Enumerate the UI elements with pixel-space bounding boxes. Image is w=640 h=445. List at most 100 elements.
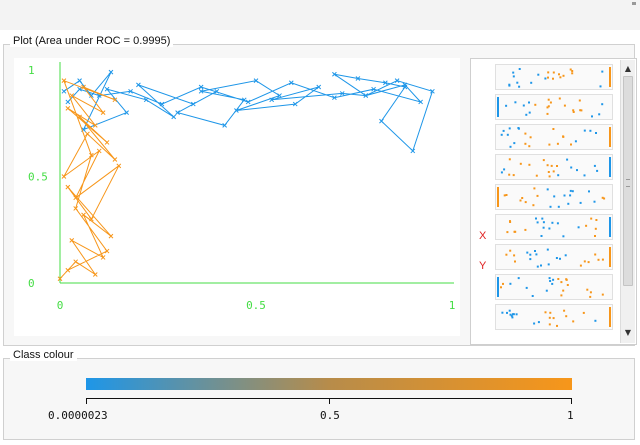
scroll-down-icon[interactable]: ▼	[624, 328, 632, 337]
matrix-thumb-4[interactable]	[495, 154, 613, 180]
thumb-dot	[569, 189, 572, 192]
thumb-dot	[593, 164, 596, 167]
roc-point-marker	[175, 110, 180, 115]
roc-series-line-1	[63, 71, 434, 152]
matrix-thumb-5[interactable]	[495, 184, 613, 210]
scroll-thumb[interactable]	[623, 76, 633, 286]
thumb-dot	[556, 324, 558, 327]
thumb-dot	[546, 188, 549, 191]
roc-point-marker	[234, 108, 239, 113]
thumb-dot	[599, 85, 602, 88]
roc-point-marker	[371, 86, 376, 92]
matrix-thumb-3[interactable]	[495, 124, 613, 150]
thumb-dot	[505, 104, 508, 107]
thumb-dot	[549, 101, 552, 104]
thumb-dot	[541, 217, 544, 220]
matrix-scrollbar[interactable]: ▲ ▼	[620, 60, 635, 343]
thumb-dot	[548, 323, 551, 326]
thumb-dot	[585, 224, 588, 227]
scroll-up-icon[interactable]: ▲	[624, 64, 632, 73]
thumb-dot	[514, 101, 517, 104]
roc-point-marker	[104, 86, 110, 92]
matrix-thumb-9[interactable]	[495, 304, 613, 330]
roc-point-marker	[112, 157, 118, 162]
thumb-dot	[553, 195, 556, 198]
thumb-dot	[518, 85, 521, 88]
roc-curve-chart[interactable]: 0 0.5 1 0 0.5 1	[14, 58, 460, 336]
thumb-dot	[512, 71, 515, 74]
thumb-dot	[586, 288, 589, 291]
roc-point-marker	[245, 99, 251, 105]
thumb-dot	[509, 313, 512, 316]
roc-series-line-2	[59, 79, 120, 280]
thumb-dot	[595, 132, 597, 134]
thumb-dot	[530, 81, 533, 84]
thumb-dot	[601, 70, 604, 73]
thumb-dot	[560, 294, 563, 297]
thumb-dot	[506, 231, 509, 234]
roc-point-marker	[96, 148, 102, 154]
roc-point-marker	[92, 272, 98, 277]
thumb-dot	[589, 291, 592, 294]
roc-point-marker	[77, 78, 82, 84]
roc-plot-area[interactable]: 0 0.5 1 0 0.5 1	[14, 58, 460, 336]
thumb-edge-bar	[609, 247, 611, 267]
matrix-thumb-2[interactable]	[495, 94, 613, 120]
thumb-dot	[596, 169, 599, 172]
thumb-dot	[562, 74, 565, 77]
thumb-dot	[551, 221, 554, 224]
roc-point-marker	[61, 78, 67, 84]
thumb-dot	[598, 113, 601, 116]
thumb-plot-4	[500, 157, 611, 178]
thumb-dot	[547, 76, 549, 79]
thumb-dot	[545, 289, 548, 292]
thumb-dot	[591, 115, 593, 118]
thumb-plot-6	[506, 217, 611, 238]
thumb-dot	[524, 142, 527, 145]
roc-point-marker	[100, 110, 106, 115]
thumb-dot	[548, 277, 551, 280]
thumb-dot	[537, 73, 540, 76]
thumb-plot-5	[497, 187, 606, 208]
thumb-dot	[512, 174, 515, 177]
matrix-thumb-6[interactable]	[495, 214, 613, 240]
thumb-dot	[508, 127, 511, 130]
roc-point-marker	[73, 195, 79, 201]
thumb-dot	[574, 140, 577, 143]
thumb-edge-bar	[497, 187, 499, 207]
thumb-dot	[569, 68, 572, 71]
thumb-dot	[511, 313, 514, 316]
matrix-thumb-1[interactable]	[495, 64, 613, 90]
y-attribute-label: Y	[479, 260, 487, 272]
thumb-dot	[572, 320, 575, 323]
gradient-mid-label: 0.5	[320, 409, 340, 422]
thumb-dot	[509, 249, 512, 252]
thumb-dot	[548, 316, 551, 319]
thumb-dot	[546, 164, 549, 167]
roc-point-marker	[410, 148, 416, 154]
thumb-dot	[552, 278, 555, 281]
thumb-dot	[565, 278, 568, 281]
class-colour-gradient[interactable]	[86, 378, 572, 390]
matrix-thumb-8[interactable]	[495, 274, 613, 300]
thumb-dot	[601, 258, 604, 261]
thumb-dot	[601, 196, 604, 199]
thumb-dot	[524, 132, 527, 135]
thumb-dot	[579, 109, 582, 112]
thumb-dot	[594, 227, 597, 230]
thumb-dot	[556, 222, 559, 225]
y-tick-label: 0.5	[28, 171, 48, 184]
roc-point-marker	[81, 212, 86, 218]
thumb-dot	[546, 248, 549, 251]
thumb-dot	[566, 158, 569, 161]
thumb-edge-bar	[497, 277, 499, 297]
roc-point-marker	[383, 80, 388, 86]
gradient-min-label: 0.0000023	[48, 409, 108, 422]
matrix-thumb-7[interactable]	[495, 244, 613, 270]
thumb-dot	[503, 168, 506, 171]
thumb-dot	[560, 281, 563, 284]
thumb-dot	[544, 311, 547, 314]
thumb-dot	[576, 169, 578, 172]
thumb-dot	[589, 129, 592, 132]
thumb-dot	[528, 101, 530, 104]
